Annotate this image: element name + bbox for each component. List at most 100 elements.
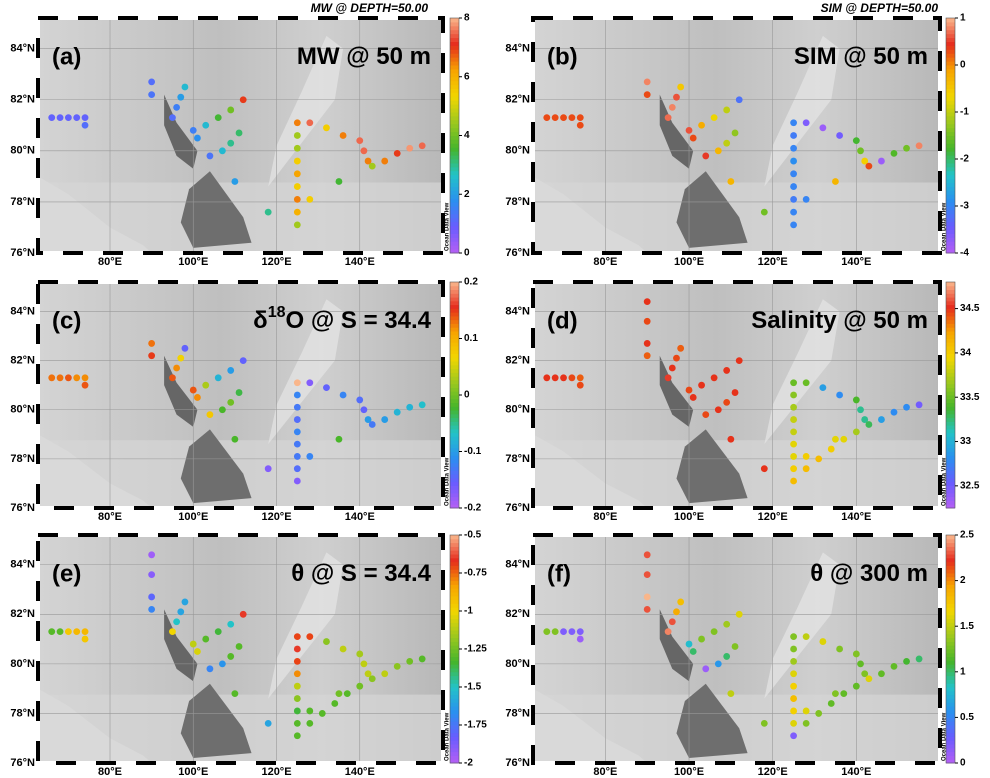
- station: [227, 653, 234, 660]
- station: [690, 135, 697, 142]
- colorbar-segment: [450, 339, 459, 343]
- colorbar-segment: [450, 128, 459, 132]
- station: [294, 209, 301, 216]
- colorbar-segment: [946, 361, 955, 365]
- colorbar-segment: [946, 175, 955, 179]
- x-tick-label: 120°E: [758, 766, 788, 778]
- station: [727, 178, 734, 185]
- colorbar-segment: [946, 167, 955, 171]
- colorbar-segment: [946, 163, 955, 167]
- station: [294, 646, 301, 653]
- colorbar-segment: [946, 630, 955, 634]
- colorbar-segment: [450, 562, 459, 566]
- station: [790, 646, 797, 653]
- colorbar-segment: [450, 448, 459, 452]
- x-tick-label: 120°E: [261, 511, 291, 523]
- colorbar-segment: [450, 429, 459, 433]
- colorbar-segment: [450, 42, 459, 46]
- colorbar-segment: [946, 112, 955, 116]
- station: [878, 158, 885, 165]
- colorbar-segment: [946, 546, 955, 550]
- colorbar-segment: [946, 406, 955, 410]
- colorbar-segment: [450, 410, 459, 414]
- colorbar-segment: [450, 384, 459, 388]
- station: [560, 114, 567, 121]
- colorbar-segment: [946, 92, 955, 96]
- colorbar-segment: [450, 683, 459, 687]
- x-tick-label: 140°E: [345, 256, 375, 268]
- panel-title: θ @ S = 34.4: [291, 560, 431, 587]
- station: [543, 114, 550, 121]
- station: [665, 374, 672, 381]
- colorbar-segment: [450, 198, 459, 202]
- colorbar-segment: [450, 452, 459, 456]
- y-tick-label: 76°N: [10, 502, 35, 514]
- y-tick-label: 78°N: [505, 453, 530, 465]
- station: [815, 455, 822, 462]
- colorbar-segment: [450, 493, 459, 497]
- colorbar-segment: [450, 668, 459, 672]
- station: [836, 132, 843, 139]
- station: [903, 145, 910, 152]
- station: [865, 675, 872, 682]
- station: [182, 599, 189, 606]
- station: [319, 710, 326, 717]
- colorbar-segment: [450, 230, 459, 234]
- colorbar-segment: [450, 554, 459, 558]
- station: [294, 222, 301, 229]
- colorbar-segment: [450, 175, 459, 179]
- station: [419, 142, 426, 149]
- x-tick-label: 140°E: [345, 511, 375, 523]
- x-tick-label: 100°E: [674, 256, 704, 268]
- colorbar-segment: [946, 77, 955, 81]
- colorbar-segment: [946, 664, 955, 668]
- colorbar-segment: [450, 573, 459, 577]
- colorbar-tick-label: -1.75: [464, 720, 487, 731]
- station: [552, 374, 559, 381]
- station: [916, 142, 923, 149]
- station: [715, 147, 722, 154]
- colorbar-tick-label: -0.2: [464, 503, 482, 514]
- station: [819, 638, 826, 645]
- colorbar-tick-label: 33: [960, 436, 972, 447]
- colorbar-segment: [946, 615, 955, 619]
- colorbar-segment: [946, 562, 955, 566]
- colorbar-segment: [946, 186, 955, 190]
- colorbar-segment: [946, 565, 955, 569]
- colorbar-segment: [946, 132, 955, 136]
- colorbar-segment: [946, 320, 955, 324]
- colorbar-segment: [946, 143, 955, 147]
- station: [665, 628, 672, 635]
- figure: MW @ DEPTH=50.00 SIM @ DEPTH=50.00 80°E1…: [0, 0, 990, 778]
- colorbar-segment: [450, 53, 459, 57]
- colorbar-segment: [450, 611, 459, 615]
- station: [790, 658, 797, 665]
- y-tick-label: 82°N: [505, 94, 530, 106]
- station: [394, 663, 401, 670]
- station: [57, 374, 64, 381]
- colorbar-segment: [450, 584, 459, 588]
- x-tick-label: 80°E: [593, 511, 617, 523]
- colorbar-segment: [450, 619, 459, 623]
- station: [790, 158, 797, 165]
- station: [294, 119, 301, 126]
- colorbar-segment: [946, 691, 955, 695]
- colorbar-segment: [946, 124, 955, 128]
- station: [761, 720, 768, 727]
- colorbar-segment: [946, 683, 955, 687]
- colorbar-segment: [450, 649, 459, 653]
- colorbar-segment: [450, 96, 459, 100]
- station: [790, 465, 797, 472]
- station: [294, 145, 301, 152]
- station: [340, 646, 347, 653]
- station: [644, 571, 651, 578]
- colorbar-segment: [946, 290, 955, 294]
- colorbar-segment: [946, 69, 955, 73]
- station: [194, 135, 201, 142]
- colorbar-segment: [946, 61, 955, 65]
- y-tick-label: 78°N: [505, 196, 530, 208]
- y-tick-label: 84°N: [10, 559, 35, 571]
- station: [857, 660, 864, 667]
- colorbar-segment: [450, 323, 459, 327]
- colorbar-segment: [450, 57, 459, 61]
